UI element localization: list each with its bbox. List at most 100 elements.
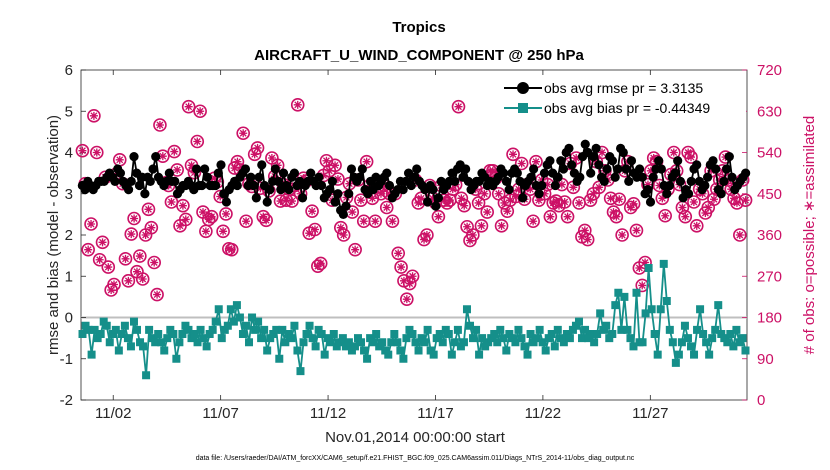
obs-possible-marker (101, 260, 116, 274)
rmse-point (526, 172, 536, 182)
bias-point (299, 338, 308, 347)
bias-point (381, 346, 390, 355)
rmse-point (558, 164, 569, 174)
obs-assimilated-marker (104, 263, 113, 272)
bias-point (659, 259, 668, 268)
obs-assimilated-marker (135, 252, 144, 261)
bias-point (668, 338, 677, 347)
obs-count-point (141, 202, 156, 217)
bias-point (578, 334, 587, 343)
obs-count-point (178, 212, 193, 227)
bias-point (181, 321, 190, 330)
obs-assimilated-marker (150, 258, 159, 267)
bias-point (163, 334, 172, 343)
rmse-point (140, 189, 150, 199)
obs-possible-marker (514, 156, 529, 171)
rmse-point (450, 176, 460, 186)
obs-count-point (193, 104, 207, 119)
obs-assimilated-marker (95, 255, 104, 264)
obs-assimilated-marker (316, 259, 325, 268)
bias-point (738, 334, 747, 343)
obs-count-point (236, 126, 250, 141)
bias-point (338, 334, 347, 343)
bias-point (662, 297, 671, 305)
obs-count-point (689, 219, 704, 233)
rmse-point (550, 180, 560, 191)
obs-count-point (578, 223, 592, 238)
rmse-point (599, 176, 609, 186)
obs-assimilated-marker (606, 194, 615, 203)
bias-point (208, 325, 217, 334)
bias-point (538, 338, 547, 347)
obs-assimilated-marker (196, 107, 205, 116)
bias-point (341, 342, 350, 351)
obs-assimilated-marker (732, 198, 741, 207)
rmse-point (314, 172, 324, 182)
rmse-point (346, 164, 357, 174)
obs-assimilated-marker (741, 196, 750, 205)
bias-point (287, 334, 296, 343)
bias-point (508, 334, 517, 343)
bias-point (245, 338, 254, 347)
obs-assimilated-marker (488, 166, 497, 175)
bias-point (556, 334, 565, 343)
bias-point (142, 371, 151, 380)
obs-count-point (75, 143, 90, 158)
rmse-point (210, 180, 221, 191)
bias-point (447, 350, 456, 359)
obs-count-point (684, 150, 698, 164)
x-tick-label: 11/22 (525, 405, 561, 422)
obs-assimilated-marker (463, 222, 472, 231)
obs-possible-marker (451, 99, 466, 114)
rmse-point (512, 168, 522, 178)
bias-point (284, 330, 293, 338)
bias-point (378, 338, 387, 347)
bias-point (608, 330, 617, 338)
bias-point (602, 321, 611, 330)
rmse-point (262, 197, 272, 207)
bias-point (450, 338, 459, 347)
obs-assimilated-marker (554, 201, 563, 210)
obs-assimilated-marker (89, 111, 98, 120)
bias-point (544, 334, 553, 343)
bias-point (157, 338, 166, 347)
x-tick-label: 11/02 (95, 405, 131, 422)
bias-point (647, 305, 656, 314)
obs-possible-marker (290, 98, 305, 112)
obs-assimilated-marker (641, 258, 650, 267)
obs-possible-marker (494, 219, 509, 233)
obs-assimilated-marker (201, 227, 210, 236)
obs-possible-marker (313, 256, 328, 271)
bias-point (396, 346, 405, 355)
obs-possible-marker (733, 228, 747, 242)
obs-count-point (153, 118, 167, 132)
obs-possible-marker (609, 209, 624, 224)
obs-assimilated-marker (239, 129, 248, 138)
obs-assimilated-marker (529, 217, 538, 226)
obs-assimilated-marker (207, 212, 216, 221)
bias-point (741, 346, 750, 355)
obs-assimilated-marker (388, 217, 397, 226)
bias-point (151, 338, 160, 347)
obs-possible-marker (707, 192, 721, 207)
rmse-point (534, 189, 544, 199)
rmse-point (635, 164, 645, 174)
rmse-point (170, 176, 180, 186)
rmse-point (278, 168, 289, 178)
obs-count-point (127, 211, 141, 226)
y-tick-left-label: 0 (65, 310, 73, 327)
obs-count-point (420, 228, 434, 242)
obs-assimilated-marker (336, 223, 345, 232)
bias-point (350, 342, 359, 351)
rmse-point (564, 143, 574, 153)
obs-possible-marker (239, 214, 253, 229)
bias-point (302, 330, 311, 338)
obs-assimilated-marker (170, 147, 179, 156)
bias-point (420, 338, 429, 347)
obs-count-point (405, 269, 420, 284)
rmse-point (692, 160, 702, 170)
obs-count-point (451, 99, 466, 114)
bias-point (305, 321, 314, 330)
bias-point (87, 350, 96, 359)
obs-assimilated-marker (526, 185, 535, 194)
